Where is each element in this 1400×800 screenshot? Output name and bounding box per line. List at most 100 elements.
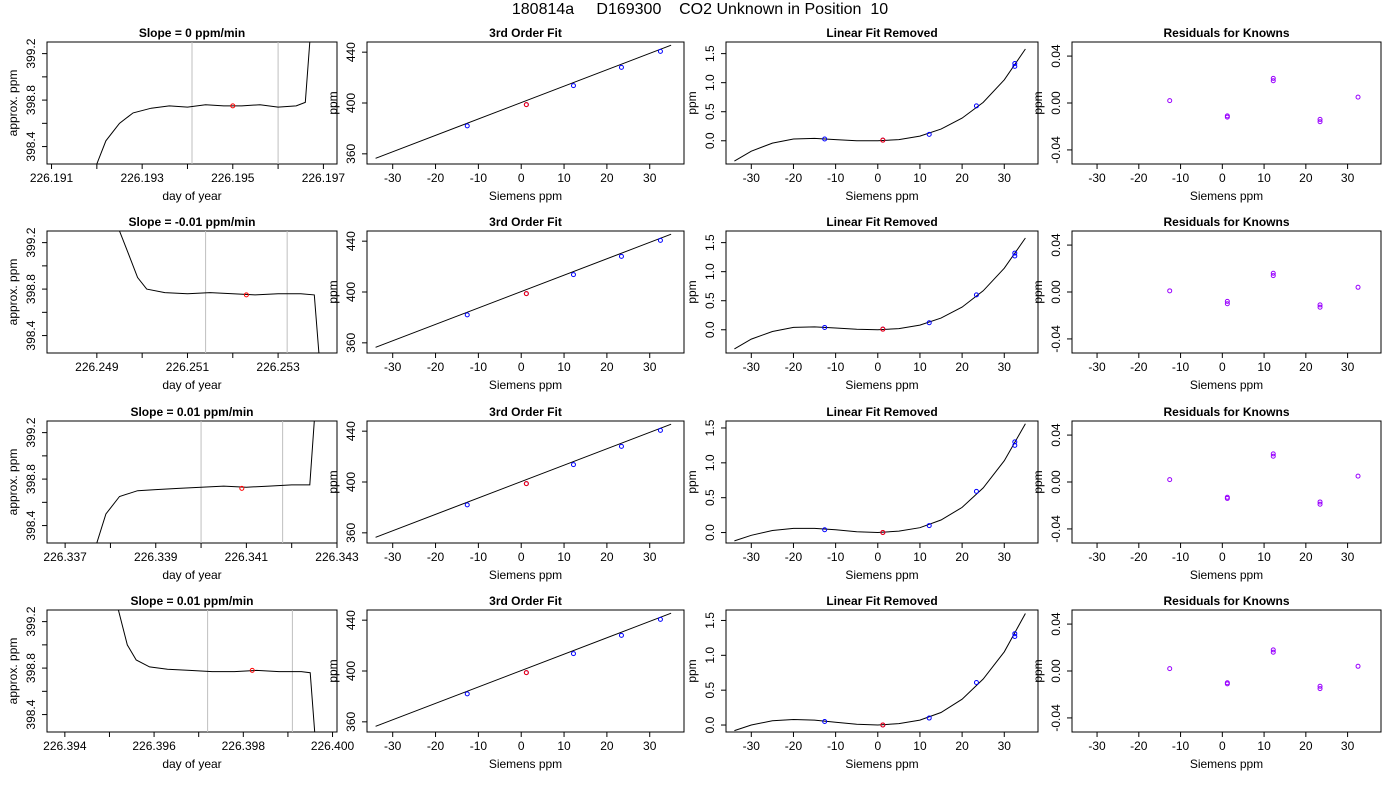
panel-title: 3rd Order Fit (489, 405, 562, 419)
x-tick-label: -10 (827, 171, 845, 185)
x-axis-label: Siemens ppm (845, 189, 918, 203)
residual-point (1270, 451, 1276, 457)
plot-frame (725, 420, 1039, 544)
plot-frame (1071, 420, 1382, 544)
y-tick-label: 0.0 (703, 524, 717, 541)
y-tick-label: 440 (344, 42, 358, 62)
plot-frame (46, 420, 338, 544)
x-tick-label: -20 (427, 550, 445, 564)
analyzer-trace (96, 421, 315, 543)
known-point (464, 123, 470, 129)
x-tick-label: 30 (998, 360, 1012, 374)
known-point (1012, 63, 1018, 69)
y-tick-label: 1.0 (703, 74, 717, 91)
x-tick-label: 226.191 (30, 171, 74, 185)
known-point (570, 272, 576, 278)
x-tick-label: -30 (1088, 550, 1106, 564)
y-axis-label: ppm (685, 91, 699, 114)
plot-area (1167, 75, 1361, 125)
x-axis-label: Siemens ppm (489, 757, 562, 771)
x-axis-label: Siemens ppm (1190, 568, 1263, 582)
x-tick-label: 10 (913, 360, 927, 374)
y-axis-label: ppm (1031, 280, 1045, 303)
y-tick-label: 0.04 (1049, 612, 1063, 636)
y-tick-label: 0.00 (1049, 659, 1063, 683)
x-axis-label: Siemens ppm (845, 568, 918, 582)
y-tick-label: 1.0 (703, 263, 717, 280)
y-tick-label: 398.8 (24, 274, 38, 304)
known-point (618, 253, 624, 259)
y-tick-label: 0.04 (1049, 233, 1063, 257)
unknown-point (523, 102, 529, 108)
x-tick-label: 20 (600, 171, 614, 185)
x-tick-label: -30 (743, 171, 761, 185)
plot-area (1167, 451, 1361, 507)
plot-area (375, 612, 672, 727)
mean-marker (243, 292, 249, 298)
panel-title: 3rd Order Fit (489, 594, 562, 608)
x-tick-label: 20 (600, 360, 614, 374)
residual-point (1355, 284, 1361, 290)
mean-marker (230, 103, 236, 109)
x-tick-label: 226.193 (120, 171, 164, 185)
y-axis-label: ppm (685, 659, 699, 682)
y-tick-label: 360 (344, 523, 358, 543)
residual-point (1270, 647, 1276, 653)
fit-curve (375, 612, 672, 727)
x-tick-label: 20 (1299, 360, 1313, 374)
plot-frame (46, 609, 338, 733)
plot-area (734, 423, 1026, 542)
plot-area (96, 421, 315, 543)
y-tick-label: 399.2 (24, 417, 38, 447)
x-tick-label: 226.341 (225, 550, 269, 564)
x-tick-label: 226.339 (134, 550, 178, 564)
x-tick-label: -10 (470, 550, 488, 564)
residual-point (1167, 98, 1173, 104)
x-tick-label: -30 (384, 550, 402, 564)
x-axis-label: day of year (162, 189, 221, 203)
unknown-point (523, 670, 529, 676)
plot-area (734, 613, 1026, 732)
known-point (822, 527, 828, 533)
x-tick-label: 226.394 (43, 739, 87, 753)
residual-point (1317, 499, 1323, 505)
panel-title: Slope = 0 ppm/min (139, 26, 245, 40)
y-tick-label: 400 (344, 93, 358, 113)
x-tick-label: -10 (1172, 360, 1190, 374)
x-tick-label: 10 (1257, 739, 1271, 753)
figure-title: 180814a D169300 CO2 Unknown in Position … (511, 1, 889, 18)
known-point (1012, 253, 1018, 259)
panel-r3-c2: Linear Fit Removed -30 -20 -10 0 10 20 30 0.0 0.5… (685, 594, 1039, 771)
y-tick-label: 398.4 (24, 320, 38, 350)
y-tick-label: 400 (344, 282, 358, 302)
x-tick-label: -30 (384, 360, 402, 374)
y-tick-label: -0.04 (1049, 136, 1063, 164)
y-tick-label: -0.04 (1049, 325, 1063, 353)
x-tick-label: 0 (874, 171, 881, 185)
x-tick-label: 30 (1341, 171, 1355, 185)
x-tick-label: -20 (427, 739, 445, 753)
panel-r3-c0: Slope = 0.01 ppm/min 226.394 226.396 226.39… (6, 594, 355, 771)
x-tick-label: 30 (643, 360, 657, 374)
residual-point (1270, 270, 1276, 276)
residual-point (1317, 116, 1323, 122)
residual-point (1317, 501, 1323, 507)
known-point (657, 616, 663, 622)
known-point (1012, 442, 1018, 448)
y-tick-label: 1.0 (703, 454, 717, 471)
x-tick-label: -20 (1130, 360, 1148, 374)
panel-r0-c0: Slope = 0 ppm/min 226.191 226.193 226.195 22… (6, 26, 345, 203)
x-tick-label: 10 (913, 739, 927, 753)
known-point (464, 691, 470, 697)
known-point (657, 48, 663, 54)
panel-title: Slope = 0.01 ppm/min (130, 405, 253, 419)
y-tick-label: 398.8 (24, 85, 38, 115)
x-tick-label: 20 (1299, 171, 1313, 185)
known-point (657, 427, 663, 433)
plot-area (734, 237, 1026, 350)
known-point (464, 312, 470, 318)
known-point (926, 320, 932, 326)
known-point (973, 488, 979, 494)
known-point (1012, 633, 1018, 639)
known-point (926, 523, 932, 529)
